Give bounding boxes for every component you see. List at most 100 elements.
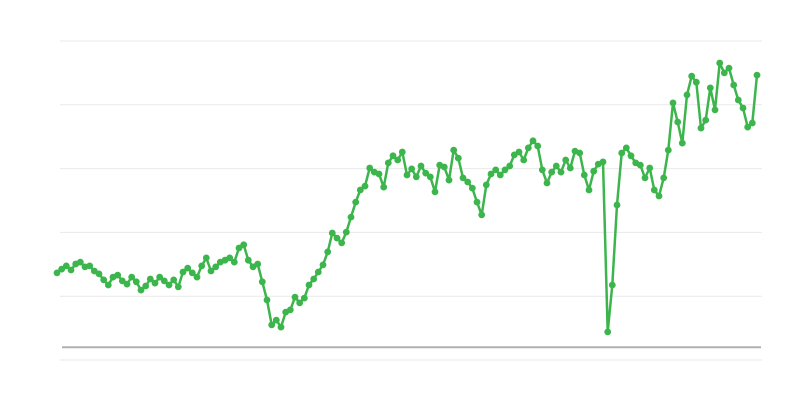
data-point-marker [669,99,677,107]
data-point-marker [646,164,654,172]
data-point-marker [492,166,500,174]
data-point-marker [361,182,369,190]
data-point-marker [324,248,332,256]
data-point-marker [613,201,621,209]
data-point-marker [622,144,630,152]
gridlines [60,40,762,361]
data-point-marker [706,84,714,92]
data-point-marker [254,260,262,268]
data-point-marker [464,178,472,186]
data-point-marker [114,271,122,279]
data-point-marker [576,149,584,157]
series-line [55,61,759,334]
data-point-marker [100,276,108,284]
data-point-marker [557,168,565,176]
data-point-marker [184,264,192,272]
data-point-marker [417,162,425,170]
data-point-marker [431,188,439,196]
data-point-marker [198,262,206,270]
data-point-marker [744,123,752,131]
data-point-marker [352,198,360,206]
data-point-marker [496,171,504,179]
data-point-marker [538,166,546,174]
data-point-marker [748,119,756,127]
data-point-marker [501,166,509,174]
data-point-marker [202,254,210,262]
data-point-marker [608,281,616,289]
data-point-marker [412,173,420,181]
data-point-marker [660,174,668,182]
data-point-marker [450,146,458,154]
data-point-marker [165,281,173,289]
data-point-marker [618,149,626,157]
data-point-marker [445,176,453,184]
data-point-marker [174,283,182,291]
data-point-marker [641,174,649,182]
data-point-marker [650,186,658,194]
data-point-marker [170,276,178,284]
data-point-marker [76,258,84,266]
data-point-marker [403,171,411,179]
data-point-marker [398,148,406,156]
data-point-marker [300,294,308,302]
data-point-marker [347,213,355,221]
data-point-marker [426,173,434,181]
data-point-marker [132,278,140,286]
data-point-marker [277,323,285,331]
data-point-marker [86,262,94,270]
data-point-marker [375,170,383,178]
data-point-marker [230,258,238,266]
data-point-marker [263,296,271,304]
data-point-marker [506,162,514,170]
data-point-marker [319,261,327,269]
data-point-marker [664,146,672,154]
data-point-marker [384,159,392,167]
data-point-marker [179,268,187,276]
data-point-marker [529,137,537,145]
data-point-marker [193,273,201,281]
data-point-marker [739,104,747,112]
data-point-marker [380,183,388,191]
data-point-marker [151,279,159,287]
data-point-marker [104,281,112,289]
data-point-marker [286,306,294,314]
data-point-marker [408,165,416,173]
data-point-marker [240,241,248,249]
data-point-marker [268,321,276,329]
data-point-marker [394,156,402,164]
data-point-marker [674,118,682,126]
data-point-marker [296,299,304,307]
data-point-marker [422,169,430,177]
data-point-marker [137,286,145,294]
series-markers [53,59,761,336]
data-point-marker [244,256,252,264]
data-point-marker [697,124,705,132]
data-point-marker [356,186,364,194]
data-point-marker [590,167,598,175]
data-point-marker [128,273,136,281]
data-point-marker [720,69,728,77]
data-point-marker [473,198,481,206]
data-point-marker [67,266,75,274]
data-point-marker [291,293,299,301]
data-point-marker [156,273,164,281]
data-point-marker [258,278,266,286]
data-point-marker [566,164,574,172]
data-point-marker [226,254,234,262]
data-point-marker [655,192,663,200]
data-point-marker [599,158,607,166]
data-point-marker [548,168,556,176]
data-point-marker [188,269,196,277]
data-point-marker [333,234,341,242]
data-point-marker [580,171,588,179]
data-point-marker [627,152,635,160]
data-point-marker [62,262,70,270]
data-point-marker [678,139,686,147]
data-point-marker [636,161,644,169]
data-point-marker [142,282,150,290]
data-point-marker [730,81,738,89]
data-point-marker [440,163,448,171]
data-point-marker [342,228,350,236]
